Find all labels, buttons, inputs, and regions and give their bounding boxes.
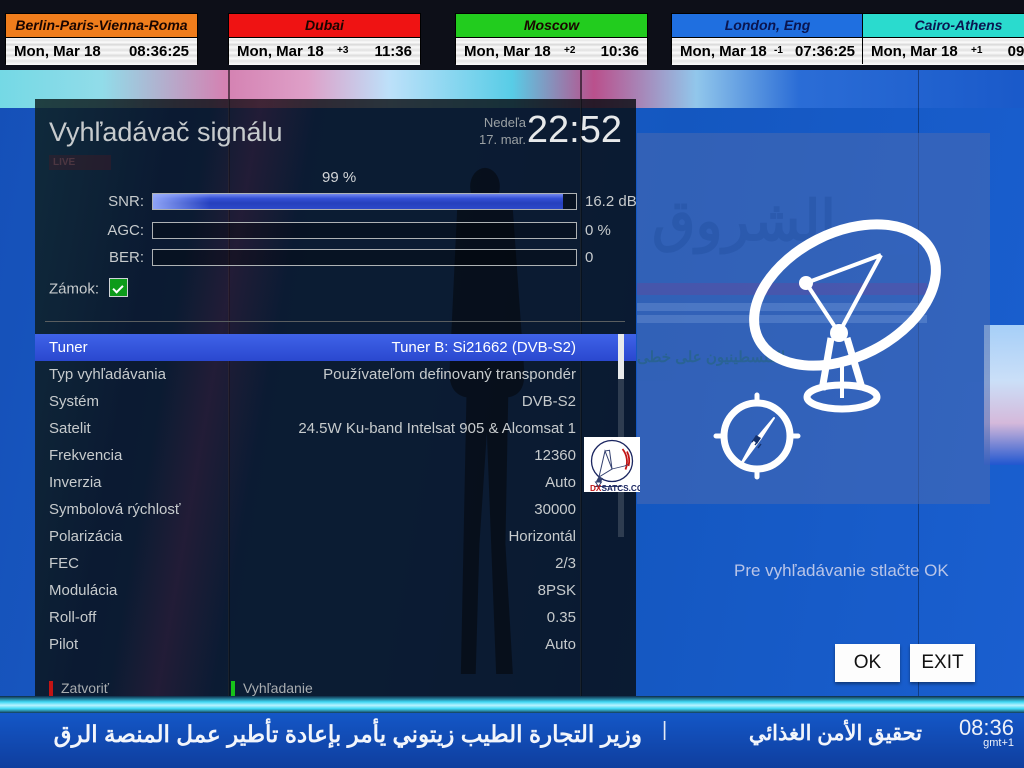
- svg-text:SATCS.COM: SATCS.COM: [602, 484, 641, 492]
- svg-text:DX: DX: [590, 484, 602, 492]
